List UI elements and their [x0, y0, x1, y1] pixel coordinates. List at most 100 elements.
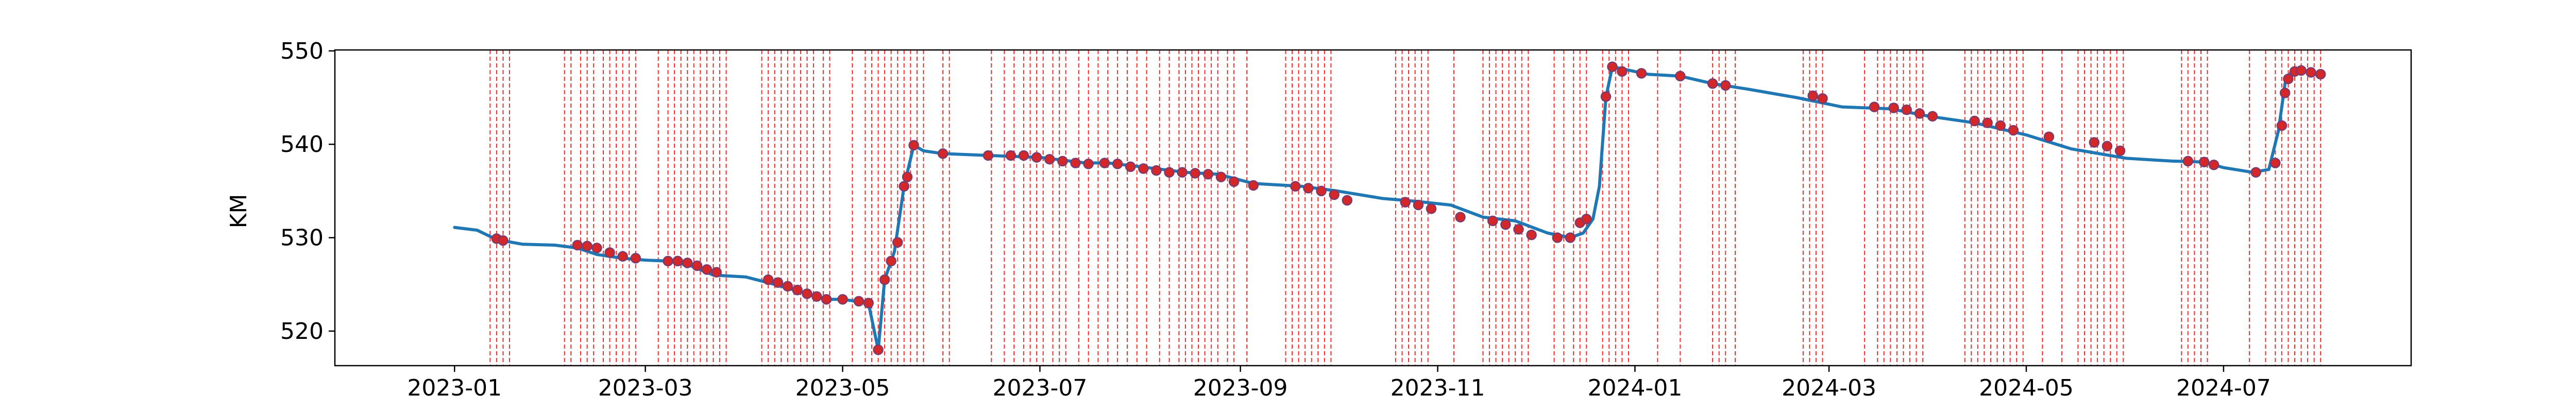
event-marker-61 [1487, 215, 1498, 227]
x-tick-label-6: 2024-01 [1588, 375, 1683, 401]
event-marker-80 [1901, 104, 1912, 115]
event-marker-50 [1228, 176, 1240, 187]
event-marker-31 [937, 148, 948, 159]
event-marker-2 [572, 239, 583, 251]
event-marker-44 [1151, 165, 1162, 176]
event-marker-93 [2208, 159, 2219, 170]
event-marker-59 [1426, 203, 1437, 214]
event-marker-72 [1636, 68, 1647, 79]
event-marker-64 [1526, 229, 1537, 241]
event-marker-22 [853, 296, 865, 307]
event-marker-75 [1720, 80, 1731, 91]
event-marker-9 [672, 255, 683, 267]
event-marker-97 [2279, 88, 2291, 98]
event-marker-14 [762, 274, 774, 285]
event-marker-47 [1190, 168, 1201, 179]
event-marker-63 [1513, 224, 1524, 235]
y-tick-label-3: 550 [280, 38, 324, 64]
event-marker-26 [886, 255, 896, 267]
x-tick-label-9: 2024-07 [2176, 375, 2271, 401]
event-marker-57 [1400, 197, 1411, 208]
event-marker-5 [604, 247, 615, 258]
event-marker-28 [899, 181, 910, 192]
event-marker-52 [1290, 181, 1301, 192]
event-marker-90 [2114, 145, 2126, 157]
event-marker-33 [1005, 150, 1016, 161]
y-tick-label-0: 520 [280, 318, 324, 345]
event-marker-1 [498, 235, 509, 246]
event-marker-30 [908, 140, 919, 151]
event-marker-85 [1995, 120, 2006, 131]
event-marker-13 [711, 267, 722, 278]
event-marker-76 [1807, 90, 1818, 101]
event-marker-8 [663, 255, 673, 267]
event-marker-16 [782, 281, 793, 292]
event-marker-12 [701, 264, 713, 275]
x-tick-label-2: 2023-05 [795, 375, 890, 401]
event-marker-96 [2276, 120, 2287, 131]
plot-area-background [335, 50, 2411, 366]
event-marker-68 [1581, 214, 1592, 225]
event-marker-83 [1969, 115, 1980, 127]
event-marker-42 [1125, 161, 1136, 172]
event-marker-36 [1044, 153, 1055, 165]
x-tick-label-5: 2023-11 [1391, 375, 1485, 401]
event-marker-101 [2306, 67, 2316, 78]
event-marker-34 [1018, 150, 1029, 161]
event-marker-17 [792, 284, 803, 296]
x-tick-label-0: 2023-01 [407, 375, 502, 401]
event-marker-53 [1303, 183, 1314, 194]
event-markers [491, 61, 2326, 355]
y-tick-label-2: 540 [280, 131, 324, 158]
event-marker-51 [1248, 180, 1259, 191]
event-marker-49 [1215, 171, 1227, 182]
event-marker-55 [1329, 189, 1340, 200]
event-marker-58 [1413, 199, 1424, 211]
event-marker-81 [1914, 108, 1925, 119]
event-marker-40 [1099, 158, 1110, 168]
event-marker-66 [1565, 232, 1576, 243]
event-marker-92 [2199, 157, 2210, 167]
event-vlines [489, 50, 2321, 366]
event-marker-71 [1617, 66, 1628, 77]
event-marker-69 [1600, 91, 1612, 102]
event-marker-62 [1500, 219, 1511, 230]
event-marker-29 [902, 171, 913, 182]
event-marker-91 [2182, 156, 2194, 167]
plot-frame [334, 49, 2412, 367]
event-marker-86 [2008, 125, 2019, 136]
event-marker-20 [821, 294, 832, 305]
event-marker-95 [2270, 158, 2281, 168]
event-marker-35 [1031, 152, 1042, 163]
event-marker-100 [2296, 65, 2307, 76]
y-tick-label-1: 530 [280, 225, 324, 251]
event-marker-19 [811, 291, 822, 302]
event-marker-10 [682, 258, 693, 268]
event-marker-46 [1177, 167, 1188, 178]
event-marker-82 [1927, 111, 1938, 122]
event-marker-39 [1083, 159, 1094, 169]
event-marker-87 [2043, 131, 2055, 142]
event-marker-77 [1817, 93, 1828, 104]
x-tick-label-3: 2023-07 [993, 375, 1088, 401]
event-marker-23 [863, 298, 874, 308]
event-marker-41 [1112, 159, 1123, 169]
event-marker-54 [1316, 185, 1327, 197]
event-marker-7 [630, 253, 641, 264]
event-marker-56 [1342, 195, 1353, 206]
event-marker-25 [879, 274, 890, 285]
event-marker-27 [892, 237, 903, 248]
event-marker-89 [2102, 141, 2113, 152]
event-marker-18 [802, 288, 812, 299]
event-marker-84 [1982, 117, 1993, 128]
event-marker-94 [2250, 167, 2261, 178]
event-marker-102 [2315, 68, 2326, 80]
y-axis: 520 530 540 550 [280, 38, 335, 345]
event-marker-74 [1707, 78, 1718, 89]
y-axis-title: KM [226, 194, 252, 229]
event-marker-48 [1202, 168, 1214, 180]
event-marker-45 [1164, 167, 1175, 178]
event-marker-73 [1675, 71, 1686, 82]
event-marker-21 [837, 294, 848, 305]
event-marker-60 [1455, 212, 1466, 222]
